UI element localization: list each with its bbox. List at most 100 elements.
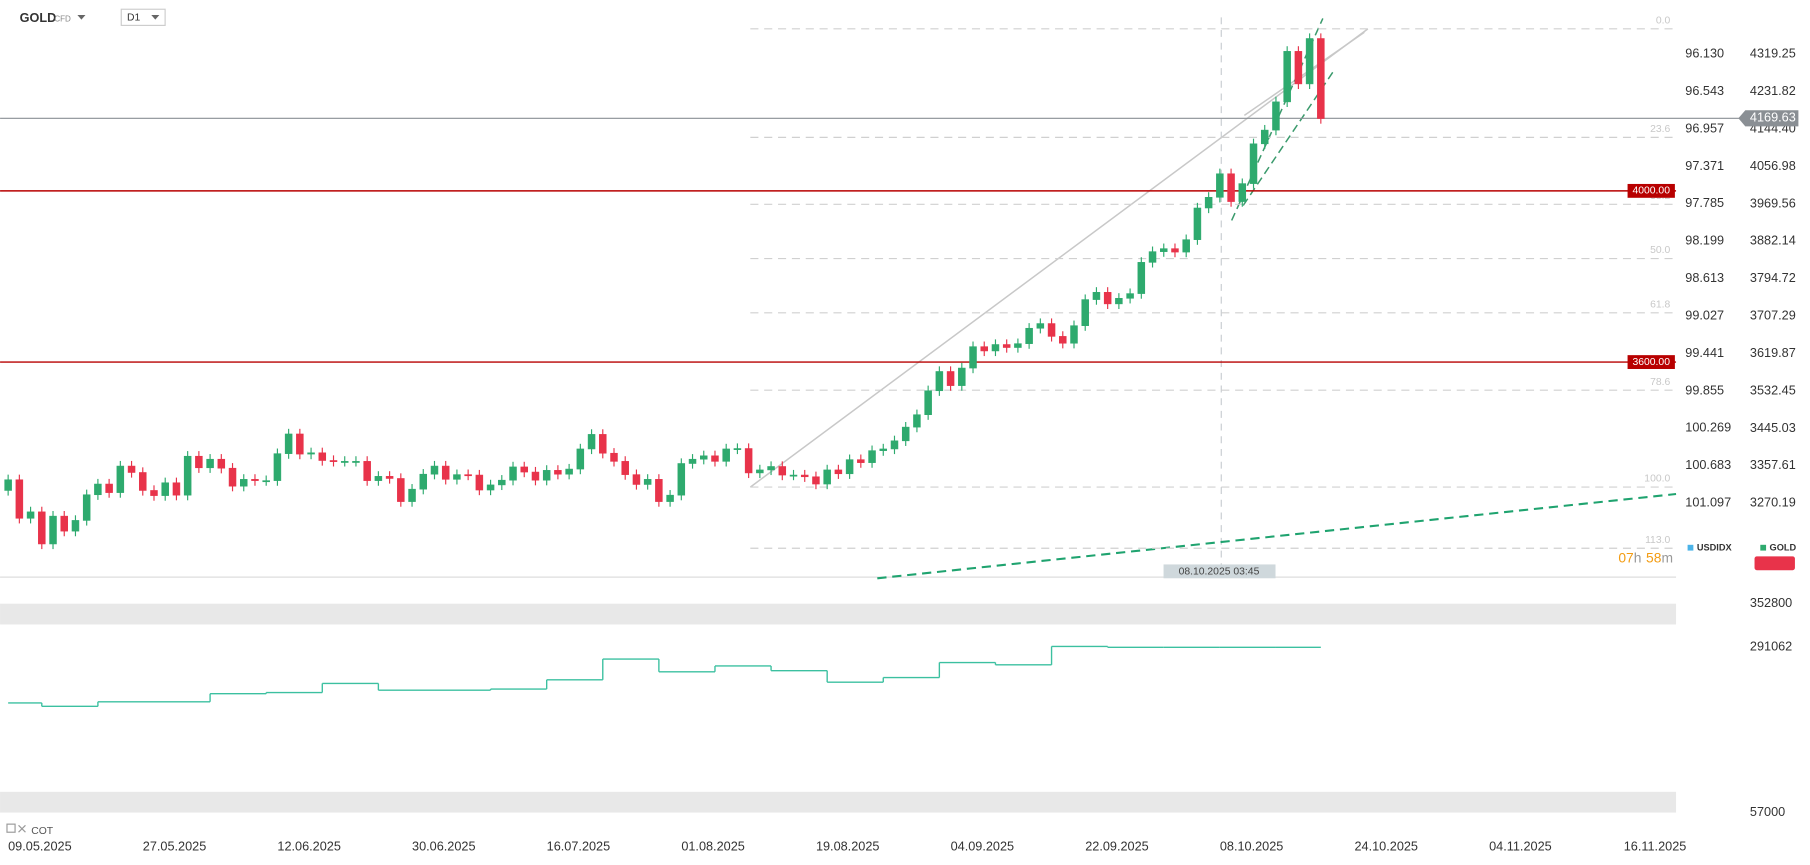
candle-body	[262, 480, 270, 483]
fib-label: 100.0	[1644, 474, 1670, 485]
timeframe[interactable]: D1	[127, 13, 140, 24]
candle-body	[1115, 298, 1123, 305]
candle-body	[700, 455, 708, 460]
candle-body	[1193, 207, 1202, 240]
y2-tick-label: 100.683	[1685, 458, 1731, 472]
y-tick-label: 291062	[1750, 640, 1792, 654]
countdown-m: m	[1661, 549, 1673, 565]
candle-body	[1305, 38, 1314, 85]
x-tick-label: 30.06.2025	[412, 840, 476, 854]
candle-body	[1047, 323, 1056, 337]
fib-label: 0.0	[1656, 16, 1671, 27]
y2-tick-label: 96.543	[1685, 84, 1724, 98]
candle-body	[599, 434, 607, 454]
candle-body	[475, 474, 484, 491]
candle-body	[139, 472, 147, 491]
candle-body	[800, 474, 809, 478]
candle-body	[1294, 51, 1303, 85]
candle-body	[352, 461, 360, 463]
candle-body	[71, 520, 80, 532]
countdown-hours: 07	[1618, 549, 1633, 565]
support-line	[877, 492, 1677, 580]
countdown-minutes: 58	[1646, 549, 1662, 565]
candle-body	[980, 346, 988, 352]
candle-body	[385, 476, 394, 479]
x-tick-label: 19.08.2025	[816, 840, 879, 854]
fib-label: 78.6	[1650, 377, 1670, 388]
candle-body	[576, 448, 585, 470]
candle-body	[183, 455, 192, 496]
x-tick-label: 09.05.2025	[8, 840, 72, 854]
candle-body	[621, 461, 629, 475]
y2-tick-label: 99.027	[1685, 308, 1724, 322]
last-price-box	[1738, 110, 1799, 127]
candle-body	[565, 468, 573, 475]
candle-body	[1204, 197, 1213, 209]
candle-body	[161, 482, 169, 496]
x-tick-label: 27.05.2025	[143, 840, 207, 854]
candle-body	[845, 459, 854, 475]
candle-body	[15, 479, 24, 519]
candle-body	[1126, 293, 1134, 299]
candle-body	[340, 461, 349, 463]
y-tick-label: 3707.29	[1750, 309, 1796, 323]
level-label-box	[1627, 183, 1675, 198]
crosshair-box	[1163, 564, 1276, 579]
candle-body	[206, 458, 214, 469]
candle-body	[94, 483, 102, 496]
candle-body	[228, 467, 237, 487]
candle-body	[105, 483, 113, 493]
panel-close-icon[interactable]	[18, 824, 26, 833]
crosshair-label: 08.10.2025 03:45	[1179, 567, 1260, 578]
y2-tick-label: 98.199	[1685, 234, 1724, 248]
candle-body	[890, 440, 899, 450]
candle-body	[251, 479, 259, 481]
panel-icon[interactable]	[6, 823, 16, 833]
candle-body	[666, 494, 674, 502]
y-tick-label: 3619.87	[1750, 346, 1796, 360]
candle-body	[554, 470, 562, 475]
legend-swatch	[1687, 544, 1694, 551]
cot-band	[0, 603, 1677, 625]
legend-label: USDIDX	[1697, 543, 1733, 553]
level-label: 3600.00	[1632, 357, 1670, 368]
y-tick-label: 352800	[1750, 596, 1792, 610]
x-tick-label: 01.08.2025	[681, 840, 745, 854]
candle-body	[1160, 248, 1168, 252]
candle-body	[38, 511, 46, 545]
symbol[interactable]: GOLD	[20, 11, 57, 25]
candle-body	[1171, 248, 1179, 253]
x-tick-label: 04.11.2025	[1489, 840, 1552, 854]
timeframe-dropdown[interactable]	[151, 15, 160, 20]
fib-label: 113.0	[1645, 535, 1670, 546]
candle-body	[217, 458, 226, 469]
candle-body	[542, 470, 551, 481]
y-tick-label: 3969.56	[1750, 196, 1796, 210]
candle-body	[924, 390, 932, 415]
candle-body	[991, 344, 1000, 352]
y-tick-label: 3270.19	[1750, 496, 1796, 510]
candle-body	[273, 453, 282, 481]
candle-body	[486, 484, 495, 491]
legend-swatch	[1760, 544, 1767, 551]
y2-tick-label: 98.613	[1685, 271, 1724, 285]
countdown: 07h 58m	[1618, 549, 1673, 565]
candle-body	[509, 466, 517, 481]
trendline	[1243, 31, 1365, 117]
timeframe-box[interactable]	[120, 8, 166, 26]
y2-tick-label: 101.097	[1685, 496, 1731, 510]
candle-body	[150, 490, 158, 496]
candle-body	[441, 465, 450, 480]
candle-body	[1014, 343, 1022, 348]
x-tick-label: 24.10.2025	[1354, 840, 1418, 854]
candle-body	[643, 479, 652, 485]
trade-button[interactable]	[1754, 556, 1795, 571]
level-label-box	[1627, 355, 1675, 369]
x-tick-label: 16.11.2025	[1624, 840, 1687, 854]
x-tick-label: 04.09.2025	[951, 840, 1015, 854]
candle-body	[116, 465, 125, 493]
candle-body	[127, 465, 136, 473]
candle-body	[1216, 173, 1224, 198]
symbol-dropdown[interactable]	[77, 15, 86, 20]
candle-body	[1002, 344, 1011, 348]
